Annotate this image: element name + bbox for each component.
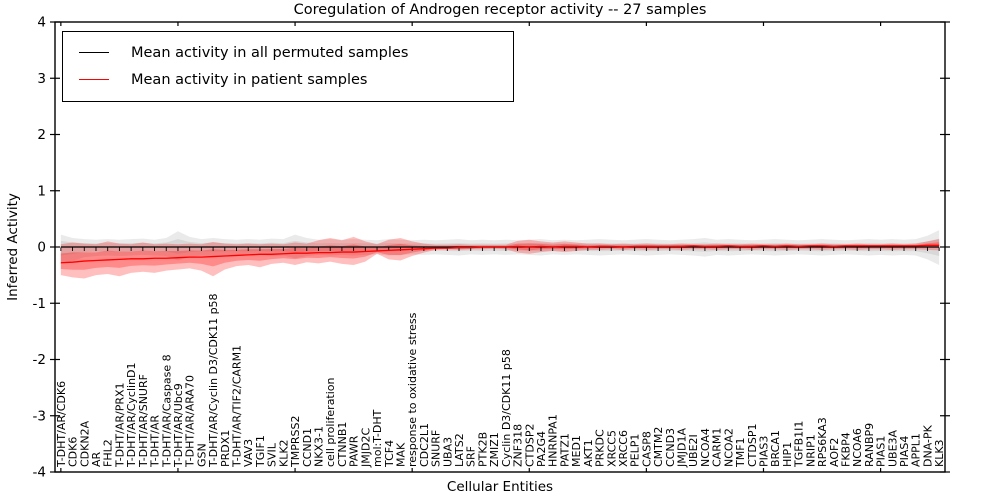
x-tick-label: MAK [394, 442, 407, 467]
x-tick-label: T-DHT/AR/ARA70 [184, 375, 197, 468]
x-tick-label: mol:T-DHT [371, 409, 384, 467]
x-tick-label: ZNF318 [512, 424, 525, 467]
x-tick-label: AOF2 [828, 438, 841, 467]
y-tick-label: 0 [37, 240, 46, 256]
y-tick-label: -1 [33, 296, 46, 312]
x-tick-label: PIAS4 [898, 436, 911, 467]
x-tick-label: AR [90, 451, 103, 467]
x-tick-label: DNA-PK [921, 424, 934, 467]
x-tick-label: cell proliferation [324, 377, 337, 467]
x-tick-label: T-DHT/AR/Cyclin D3/CDK11 p58 [207, 293, 220, 468]
x-tick-label: FKBP4 [839, 432, 852, 467]
x-tick-label: PA2G4 [535, 431, 548, 467]
x-tick-label: CASP8 [640, 431, 653, 467]
x-tick-label: UBA3 [441, 437, 454, 467]
x-tick-label: PRDX1 [219, 430, 232, 467]
x-tick-label: Cyclin D3/CDK11 p58 [500, 349, 513, 467]
x-tick-label: HNRNPA1 [547, 414, 560, 467]
chart-title: Coregulation of Androgen receptor activi… [293, 2, 707, 18]
x-tick-label: T-DHT/AR/CyclinD1 [125, 362, 138, 468]
x-tick-label: CDC2L1 [418, 423, 431, 467]
x-tick-label: T-DHT/AR [149, 415, 162, 468]
x-tick-label: NKX3-1 [312, 426, 325, 467]
x-tick-label: MED1 [570, 435, 583, 467]
x-tick-label: TCF4 [383, 440, 396, 468]
x-tick-label: KLK2 [277, 439, 290, 467]
x-tick-label: RANBP9 [863, 423, 876, 467]
mean-line-patient [60, 244, 940, 264]
legend-item-patient: Mean activity in patient samples [79, 66, 513, 93]
x-tick-label: FHL2 [102, 439, 115, 467]
x-tick-label: NCOA6 [851, 428, 864, 467]
x-tick-label: TGFB1I1 [793, 421, 806, 468]
x-tick-label: CTNNB1 [336, 422, 349, 467]
y-tick-label: -3 [33, 408, 46, 424]
confidence-band-inner-patient [60, 242, 940, 270]
x-tick-label: GSN [195, 443, 208, 467]
x-tick-label: CARM1 [711, 428, 724, 467]
legend-label-permuted: Mean activity in all permuted samples [131, 44, 409, 61]
x-tick-label: XRCC6 [617, 430, 630, 467]
x-tick-label: KLK3 [933, 439, 946, 467]
x-tick-label: UBE2I [687, 434, 700, 467]
x-tick-label: APPL1 [910, 433, 923, 467]
x-axis-label: Cellular Entities [446, 479, 554, 495]
x-tick-label: SNURF [430, 430, 443, 467]
legend-item-permuted: Mean activity in all permuted samples [79, 39, 513, 66]
x-tick-label: CCND3 [664, 428, 677, 467]
x-tick-label: T-DHT/AR/TIF2/CARM1 [231, 345, 244, 468]
y-tick-label: 4 [37, 15, 46, 31]
x-tick-label: PELP1 [629, 434, 642, 467]
x-tick-label: JMJD2C [359, 428, 372, 468]
x-tick-label: RPS6KA3 [816, 417, 829, 467]
x-tick-label: XRCC5 [605, 430, 618, 467]
y-tick-label: 3 [37, 71, 46, 87]
x-tick-label: T-DHT/AR/Ubc9 [172, 383, 185, 468]
x-tick-label: CDKN2A [78, 420, 91, 467]
x-tick-label: T-DHT/AR/CDK6 [55, 381, 68, 468]
legend-line-swatch-black [79, 52, 109, 53]
y-tick-label: 1 [37, 183, 46, 199]
x-tick-label: T-DHT/AR/Caspase 8 [160, 354, 173, 468]
x-tick-label: T-DHT/AR/PRX1 [113, 382, 126, 468]
x-tick-label: PATZ1 [558, 433, 571, 467]
x-tick-label: NRIP1 [804, 434, 817, 467]
x-tick-label: SVIL [266, 442, 279, 467]
x-tick-label: CMTM2 [652, 427, 665, 467]
legend-line-swatch-red [79, 79, 109, 80]
x-tick-label: T-DHT/AR/SNURF [137, 374, 150, 468]
y-tick-label: -2 [33, 352, 46, 368]
x-tick-label: PAWR [348, 435, 361, 467]
x-tick-label: SRF [465, 446, 478, 467]
x-tick-label: NCOA2 [722, 428, 735, 467]
x-tick-label: ZMIZ1 [488, 432, 501, 467]
x-tick-label: JMJD1A [676, 428, 689, 468]
x-tick-label: TMF1 [734, 437, 747, 468]
x-tick-label: HIP1 [781, 442, 794, 467]
x-tick-label: CTDSP1 [746, 424, 759, 467]
x-tick-label: TMPRSS2 [289, 416, 302, 468]
y-tick-label: -4 [33, 465, 46, 481]
x-tick-label: PIAS3 [757, 436, 770, 467]
x-tick-label: UBE3A [886, 429, 899, 467]
y-tick-label: 2 [37, 127, 46, 143]
legend: Mean activity in all permuted samples Me… [62, 31, 514, 102]
x-tick-label: NCOA4 [699, 428, 712, 467]
x-tick-label: BRCA1 [769, 430, 782, 467]
x-tick-label: AKT1 [582, 439, 595, 467]
x-tick-label: TGIF1 [254, 435, 267, 468]
x-tick-label: VAV3 [242, 439, 255, 467]
x-tick-label: CCND1 [301, 428, 314, 467]
x-tick-label: response to oxidative stress [406, 312, 419, 467]
x-tick-label: CDK6 [67, 437, 80, 467]
x-tick-label: PIAS1 [875, 436, 888, 467]
x-tick-label: PRKDC [594, 429, 607, 467]
x-tick-label: CTDSP2 [523, 424, 536, 467]
legend-label-patient: Mean activity in patient samples [131, 71, 368, 88]
x-tick-label: PTK2B [476, 432, 489, 467]
x-tick-label: LATS2 [453, 433, 466, 467]
